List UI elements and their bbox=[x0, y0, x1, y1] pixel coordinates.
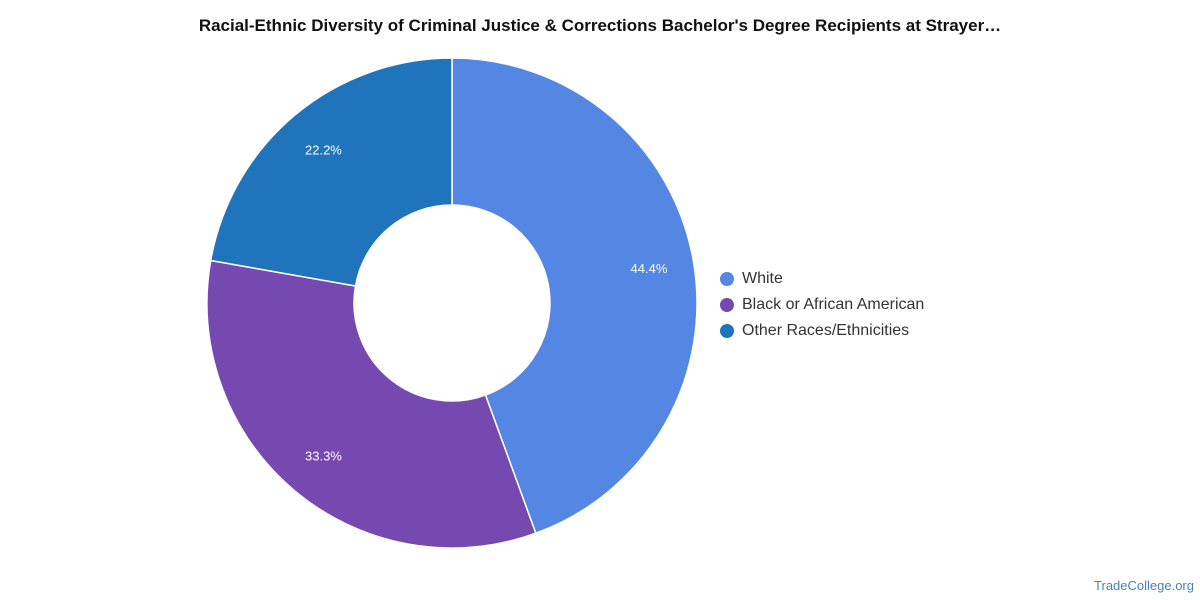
legend: White Black or African American Other Race… bbox=[720, 266, 924, 344]
chart-title: Racial-Ethnic Diversity of Criminal Just… bbox=[198, 16, 1002, 35]
legend-item-white[interactable]: White bbox=[720, 266, 924, 292]
legend-swatch-icon bbox=[720, 324, 734, 338]
legend-label: White bbox=[742, 270, 783, 287]
slice-label-other-races-ethnicities: 22.2% bbox=[305, 142, 342, 157]
watermark: TradeCollege.org bbox=[1094, 578, 1194, 593]
legend-label: Other Races/Ethnicities bbox=[742, 322, 910, 339]
legend-swatch-icon bbox=[720, 298, 734, 312]
slice-label-white: 44.4% bbox=[631, 261, 668, 276]
slice-label-black-or-african-american: 33.3% bbox=[305, 449, 342, 464]
slice-black-or-african-american[interactable] bbox=[206, 259, 537, 549]
slices-group bbox=[206, 57, 698, 549]
legend-label: Black or African American bbox=[742, 296, 925, 313]
legend-swatch-icon bbox=[720, 272, 734, 286]
slice-white[interactable] bbox=[451, 57, 698, 535]
slice-labels-group: 44.4% 33.3% 22.2% bbox=[305, 142, 668, 463]
legend-item-black-or-african-american[interactable]: Black or African American bbox=[720, 292, 924, 318]
slice-other-races-ethnicities[interactable] bbox=[209, 57, 453, 287]
legend-item-other-races-ethnicities[interactable]: Other Races/Ethnicities bbox=[720, 318, 924, 344]
